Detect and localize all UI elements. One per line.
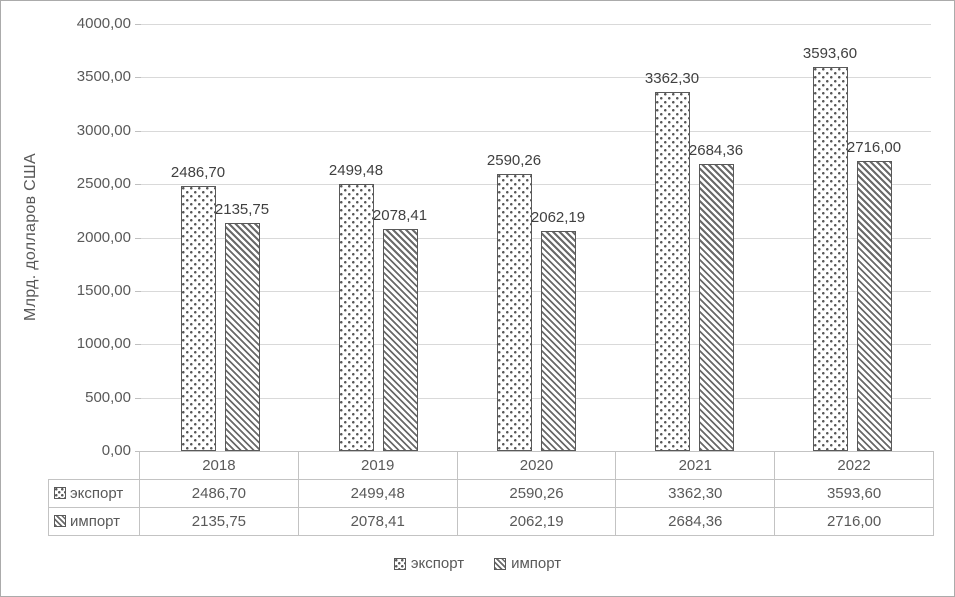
bar-экспорт-2019 [338, 184, 374, 451]
gridline [141, 397, 931, 399]
y-tick-label: 1000,00 [76, 335, 131, 353]
hatch-pattern-swatch-icon [494, 557, 507, 570]
gridline [141, 344, 931, 346]
y-tick-mark [135, 24, 141, 25]
gridline [141, 77, 931, 79]
bar-value-label: 2684,36 [688, 142, 744, 160]
y-tick-mark [135, 397, 141, 399]
legend-label: экспорт [410, 555, 465, 572]
table-year-header: 2019 [297, 451, 458, 480]
table-value-cell: 2590,26 [456, 479, 617, 508]
gridline [141, 24, 931, 25]
legend-label: импорт [511, 555, 562, 572]
table-value-cell: 2135,75 [139, 507, 299, 536]
bar-value-label: 3593,60 [802, 45, 858, 63]
legend-item-импорт: импорт [494, 555, 561, 572]
table-series-header: экспорт [48, 479, 140, 508]
bar-value-label: 2062,19 [530, 208, 586, 226]
table-value-cell: 3362,30 [615, 479, 776, 508]
bar-экспорт-2018 [180, 185, 216, 451]
y-tick-label: 1500,00 [76, 281, 131, 299]
y-tick-mark [135, 290, 141, 292]
y-tick-label: 4000,00 [76, 15, 131, 32]
table-value-cell: 2486,70 [139, 479, 299, 508]
bar-импорт-2021 [698, 164, 734, 451]
dotted-pattern-swatch-icon [393, 557, 406, 570]
hatch-pattern-swatch-icon [54, 515, 66, 527]
table-value-cell: 2684,36 [615, 507, 776, 536]
gridline [141, 184, 931, 186]
y-tick-mark [135, 237, 141, 239]
dotted-pattern-swatch-icon [54, 487, 66, 499]
table-corner-cell [48, 451, 140, 480]
y-tick-mark [135, 344, 141, 346]
bar-value-label: 2499,48 [328, 162, 384, 180]
gridline [141, 237, 931, 239]
bar-value-label: 3362,30 [644, 70, 700, 88]
chart-legend: экспорт импорт [1, 555, 954, 572]
y-tick-label: 2000,00 [76, 228, 131, 246]
gridline [141, 130, 931, 132]
bar-value-label: 2135,75 [214, 201, 270, 218]
table-value-cell: 2716,00 [774, 507, 934, 536]
bar-импорт-2019 [382, 229, 418, 451]
y-tick-mark [135, 184, 141, 186]
y-tick-label: 500,00 [85, 388, 131, 406]
gridline [141, 290, 931, 292]
bar-value-label: 2716,00 [846, 139, 902, 157]
bar-экспорт-2021 [654, 92, 690, 451]
table-series-header: импорт [48, 507, 140, 536]
bar-импорт-2020 [540, 230, 576, 451]
table-year-header: 2022 [774, 451, 934, 480]
table-year-header: 2018 [139, 451, 299, 480]
bar-value-label: 2078,41 [372, 207, 428, 225]
table-year-header: 2021 [615, 451, 776, 480]
y-tick-label: 3000,00 [76, 121, 131, 139]
bar-экспорт-2022 [812, 67, 848, 451]
bar-value-label: 2590,26 [486, 152, 542, 170]
table-value-cell: 2499,48 [297, 479, 458, 508]
table-value-cell: 2062,19 [456, 507, 617, 536]
y-tick-mark [135, 77, 141, 79]
y-tick-label: 3500,00 [76, 68, 131, 86]
y-tick-mark [135, 130, 141, 132]
data-table: 2018 2019 2020 2021 2022 экспорт 2486,70 2499,4… [48, 451, 934, 536]
table-value-cell: 2078,41 [297, 507, 458, 536]
bar-экспорт-2020 [496, 174, 532, 451]
table-value-cell: 3593,60 [774, 479, 934, 508]
bar-value-label: 2486,70 [170, 163, 226, 181]
legend-item-экспорт: экспорт [393, 555, 465, 572]
bar-импорт-2022 [856, 161, 892, 451]
bar-импорт-2018 [224, 223, 260, 451]
y-tick-label: 2500,00 [76, 175, 131, 193]
table-year-header: 2020 [456, 451, 617, 480]
